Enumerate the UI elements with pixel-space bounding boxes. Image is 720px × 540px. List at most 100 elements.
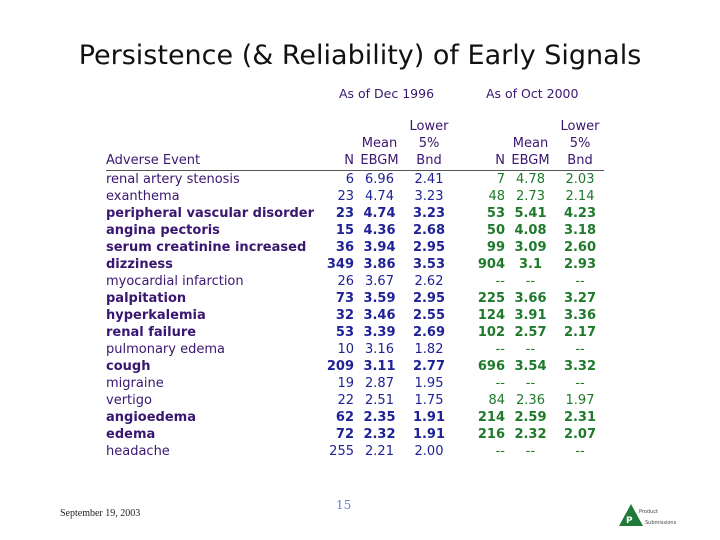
- cell-2000-n: 50: [486, 223, 505, 238]
- cell-2000-mean-ebgm: --: [525, 444, 536, 459]
- cell-1996-lower-bnd: 1.82: [414, 342, 444, 357]
- cell-adverse-event: myocardial infarction: [106, 274, 244, 289]
- table-row: renal failure 53 3.39 2.69 102 2.57 2.17: [106, 324, 604, 341]
- header-gap: [453, 118, 463, 171]
- cell-gap: [453, 171, 463, 189]
- cell-1996-n: 22: [337, 393, 354, 408]
- cell-1996-mean-ebgm: 2.51: [365, 393, 394, 408]
- page-number: 15: [336, 498, 352, 512]
- cell-2000-mean-ebgm: 5.41: [514, 206, 547, 221]
- cell-1996-lower-bnd: 3.53: [412, 257, 446, 272]
- cell-2000-lower-bnd: 2.03: [565, 172, 595, 187]
- cell-2000-lower-bnd: 2.93: [563, 257, 597, 272]
- cell-2000-lower-bnd: 3.18: [563, 223, 597, 238]
- cell-1996-lower-bnd: 2.41: [414, 172, 444, 187]
- cell-2000-lower-bnd: 3.27: [563, 291, 597, 306]
- cell-adverse-event: exanthema: [106, 189, 180, 204]
- cell-1996-n: 53: [335, 325, 354, 340]
- cell-1996-lower-bnd: 2.55: [412, 308, 446, 323]
- logo-line2: Submissions: [645, 520, 677, 526]
- header-mean-ebgm-2000: Mean EBGM: [505, 118, 556, 171]
- cell-gap: [453, 188, 463, 205]
- header-lower-line3: Bnd: [567, 153, 593, 168]
- cell-2000-mean-ebgm: --: [525, 376, 536, 391]
- cell-2000-mean-ebgm: 2.32: [514, 427, 547, 442]
- cell-2000-n: 124: [477, 308, 505, 323]
- cell-2000-n: 7: [496, 172, 505, 187]
- cell-2000-n: 904: [477, 257, 505, 272]
- cell-1996-mean-ebgm: 3.94: [363, 240, 396, 255]
- cell-2000-n: 225: [477, 291, 505, 306]
- cell-2000-lower-bnd: 3.36: [563, 308, 597, 323]
- footer-date: September 19, 2003: [60, 508, 141, 519]
- cell-2000-n: --: [495, 342, 505, 357]
- cell-adverse-event: hyperkalemia: [106, 308, 206, 323]
- cell-adverse-event: migraine: [106, 376, 164, 391]
- cell-2000-n: 53: [486, 206, 505, 221]
- cell-1996-mean-ebgm: 4.74: [363, 206, 396, 221]
- cell-1996-mean-ebgm: 2.32: [363, 427, 396, 442]
- table-row: angioedema 62 2.35 1.91 214 2.59 2.31: [106, 409, 604, 426]
- table-row: renal artery stenosis 6 6.96 2.41 7 4.78 2.03: [106, 171, 604, 189]
- logo-line1: Product: [639, 509, 658, 515]
- cell-1996-lower-bnd: 1.75: [414, 393, 444, 408]
- cell-2000-n: 102: [477, 325, 505, 340]
- header-adverse-event: Adverse Event: [106, 153, 201, 168]
- cell-1996-mean-ebgm: 2.21: [365, 444, 394, 459]
- pyramid-logo-icon: P Product Submissions: [619, 504, 677, 526]
- cell-2000-lower-bnd: 1.97: [565, 393, 595, 408]
- cell-1996-mean-ebgm: 3.11: [363, 359, 396, 374]
- cell-2000-mean-ebgm: 4.78: [516, 172, 545, 187]
- cell-2000-mean-ebgm: 3.91: [514, 308, 547, 323]
- cell-1996-lower-bnd: 2.69: [412, 325, 446, 340]
- header-mean-line1: Mean: [361, 136, 398, 151]
- signals-table: Adverse Event N Mean EBGM Lower 5% Bnd N…: [106, 118, 604, 460]
- header-lower-line1: Lower: [409, 119, 449, 134]
- cell-2000-lower-bnd: 2.60: [563, 240, 597, 255]
- cell-gap: [453, 307, 463, 324]
- cell-1996-mean-ebgm: 3.67: [365, 274, 394, 289]
- group-label-oct-2000: As of Oct 2000: [486, 86, 579, 101]
- table-body: renal artery stenosis 6 6.96 2.41 7 4.78 2.03 e…: [106, 171, 604, 461]
- cell-2000-lower-bnd: --: [575, 444, 585, 459]
- table-row: edema 72 2.32 1.91 216 2.32 2.07: [106, 426, 604, 443]
- logo-letter: P: [626, 516, 633, 526]
- cell-2000-mean-ebgm: 3.09: [514, 240, 547, 255]
- cell-1996-n: 73: [335, 291, 354, 306]
- cell-adverse-event: angina pectoris: [106, 223, 220, 238]
- cell-adverse-event: palpitation: [106, 291, 187, 306]
- cell-1996-lower-bnd: 1.95: [414, 376, 444, 391]
- cell-1996-lower-bnd: 1.91: [412, 427, 446, 442]
- cell-1996-n: 72: [335, 427, 354, 442]
- cell-2000-n: 48: [488, 189, 505, 204]
- table-row: cough 209 3.11 2.77 696 3.54 3.32: [106, 358, 604, 375]
- cell-1996-n: 10: [337, 342, 354, 357]
- cell-1996-mean-ebgm: 4.36: [363, 223, 396, 238]
- cell-gap: [453, 239, 463, 256]
- cell-gap: [453, 358, 463, 375]
- cell-1996-mean-ebgm: 3.46: [363, 308, 396, 323]
- cell-2000-mean-ebgm: 2.73: [516, 189, 545, 204]
- cell-1996-n: 349: [326, 257, 354, 272]
- table-row: palpitation 73 3.59 2.95 225 3.66 3.27: [106, 290, 604, 307]
- cell-2000-mean-ebgm: --: [525, 274, 536, 289]
- cell-1996-mean-ebgm: 3.86: [363, 257, 396, 272]
- table-row: myocardial infarction 26 3.67 2.62 -- -- --: [106, 273, 604, 290]
- header-lower-line3: Bnd: [416, 153, 442, 168]
- cell-1996-n: 19: [337, 376, 354, 391]
- cell-gap: [453, 443, 463, 460]
- cell-gap: [453, 273, 463, 290]
- cell-2000-lower-bnd: 2.14: [565, 189, 595, 204]
- table-row: peripheral vascular disorder 23 4.74 3.23 53…: [106, 205, 604, 222]
- cell-adverse-event: pulmonary edema: [106, 342, 225, 357]
- cell-1996-mean-ebgm: 3.39: [363, 325, 396, 340]
- table-row: serum creatinine increased 36 3.94 2.95 99 3.…: [106, 239, 604, 256]
- cell-2000-lower-bnd: --: [575, 342, 585, 357]
- cell-2000-n: 99: [486, 240, 505, 255]
- cell-1996-mean-ebgm: 3.16: [365, 342, 394, 357]
- cell-2000-lower-bnd: --: [575, 376, 585, 391]
- cell-2000-n: --: [495, 274, 505, 289]
- cell-1996-mean-ebgm: 4.74: [365, 189, 394, 204]
- cell-2000-mean-ebgm: 2.36: [516, 393, 545, 408]
- cell-adverse-event: renal failure: [106, 325, 197, 340]
